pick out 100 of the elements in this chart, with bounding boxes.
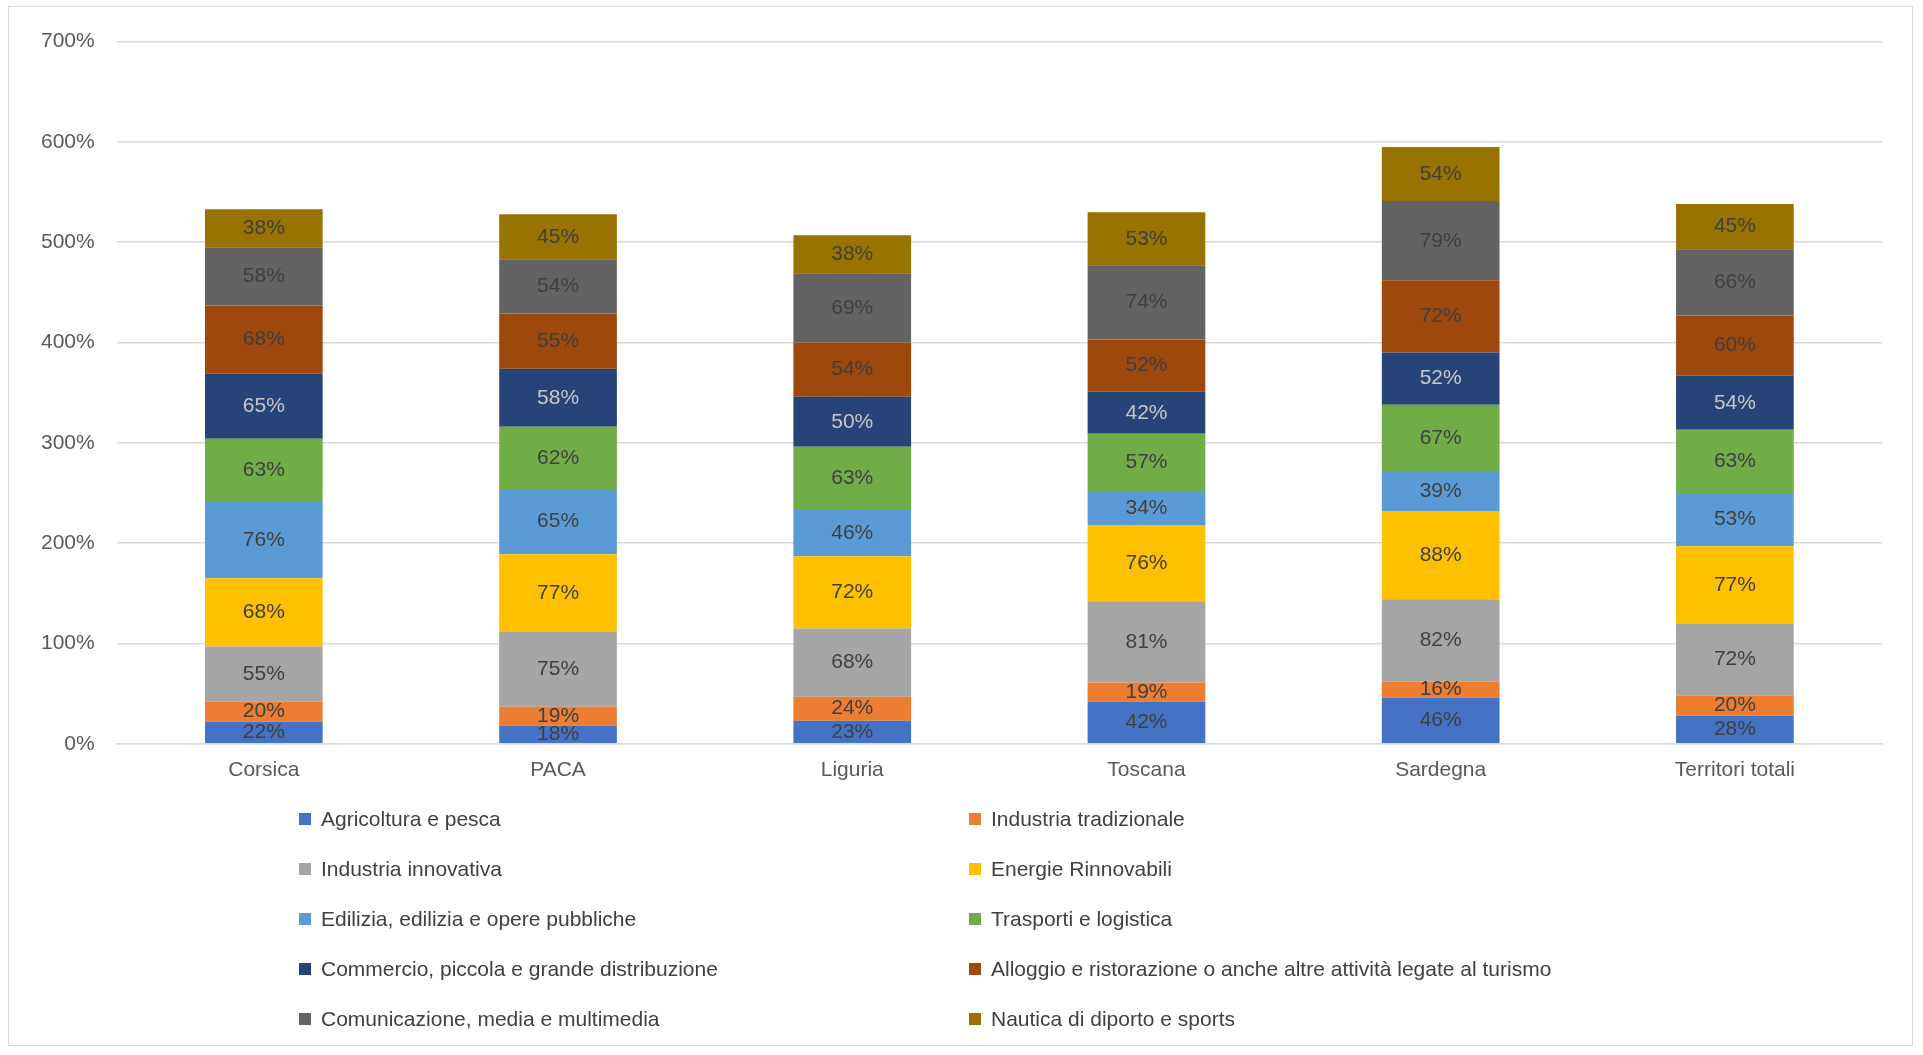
data-label: 38% [242,214,285,238]
data-label: 38% [831,241,874,265]
bar [1087,212,1206,266]
data-label: 22% [242,719,285,743]
data-label: 88% [1419,542,1462,566]
bar [793,628,912,697]
data-label: 76% [242,526,285,550]
bar [1676,546,1794,624]
legend-label: Industria innovativa [321,857,502,881]
bar [793,342,912,397]
data-label: 72% [1419,303,1462,327]
data-label: 50% [831,408,874,432]
bar [1676,429,1794,494]
data-label: 20% [242,698,285,722]
y-tick-label: 500% [40,229,95,253]
data-label: 57% [1125,449,1168,473]
bar [1087,491,1206,526]
bar [793,556,912,629]
bar [204,209,323,248]
bar [1381,471,1500,512]
x-tick-label: Territori totali [1674,757,1795,781]
data-label: 76% [1125,550,1168,574]
bar [1087,339,1206,392]
bar [1087,525,1206,602]
x-tick-label: Corsica [228,757,300,781]
y-tick-label: 100% [40,630,95,654]
bar [1087,265,1206,340]
legend-label: Trasporti e logistica [991,907,1173,931]
data-label: 53% [1713,506,1756,530]
bar [1381,511,1500,600]
data-label: 28% [1713,716,1756,740]
y-tick-label: 700% [40,28,95,52]
x-tick-label: Sardegna [1395,757,1487,781]
bar [204,438,323,503]
data-label: 60% [1713,332,1756,356]
data-label: 65% [242,393,285,417]
data-label: 72% [831,579,874,603]
bar [1087,601,1206,683]
legend-label: Industria tradizionale [991,807,1185,831]
bar [499,368,617,427]
data-label: 77% [537,579,580,603]
bar [204,373,323,439]
bar [499,426,617,489]
bar [1381,599,1500,682]
legend-label: Comunicazione, media e multimedia [321,1007,660,1031]
data-label: 58% [537,384,580,408]
bar [499,631,617,707]
bar [1676,204,1794,250]
data-label: 55% [537,327,580,351]
data-label: 63% [1713,448,1756,472]
x-tick-label: Toscana [1107,757,1186,781]
data-label: 39% [1419,478,1462,502]
bar [204,305,323,374]
data-label: 42% [1125,709,1168,733]
data-label: 81% [1125,628,1168,652]
bar [499,554,617,632]
bar [1087,701,1206,744]
data-label: 42% [1125,399,1168,423]
data-label: 19% [1125,678,1168,702]
bar [1676,623,1794,696]
x-tick-label: Liguria [820,757,885,781]
bar [499,489,617,555]
bar [204,502,323,579]
bar [1381,280,1500,353]
data-label: 67% [1419,425,1462,449]
legend-label: Edilizia, edilizia e opere pubbliche [321,907,637,931]
bar [1676,493,1794,547]
data-label: 68% [242,326,285,350]
data-label: 62% [537,444,580,468]
bar [1381,352,1500,405]
data-label: 68% [831,649,874,673]
bar [1381,404,1500,472]
bar [793,273,912,343]
data-label: 54% [831,356,874,380]
y-tick-label: 300% [40,429,95,453]
y-tick-label: 400% [40,329,95,353]
data-label: 52% [1419,365,1462,389]
y-tick-label: 200% [40,529,95,553]
legend-label: Energie Rinnovabili [991,857,1172,881]
data-label: 23% [831,718,874,742]
bar [793,396,912,447]
bar [793,235,912,274]
bar [499,214,617,260]
bar [499,259,617,314]
data-label: 68% [242,599,285,623]
data-label: 52% [1125,352,1168,376]
data-label: 20% [1713,692,1756,716]
bar [1381,697,1500,744]
y-tick-label: 600% [40,128,95,152]
legend-label: Agricoltura e pesca [321,807,501,831]
data-label: 45% [537,223,580,247]
data-label: 54% [1713,389,1756,413]
data-label: 24% [831,695,874,719]
data-label: 53% [1125,225,1168,249]
legend-label: Commercio, piccola e grande distribuzione [321,957,718,981]
legend-label: Alloggio e ristorazione o anche altre attività legate al turismo [991,957,1552,981]
data-label: 54% [1419,160,1462,184]
bar [1676,375,1794,430]
bar [793,446,912,511]
data-label: 45% [1713,213,1756,237]
